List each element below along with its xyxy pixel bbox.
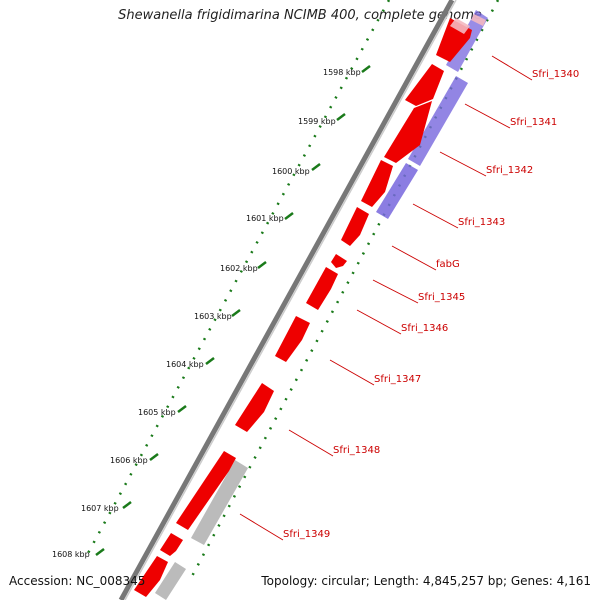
genome-backbone-highlight bbox=[124, 0, 457, 600]
kbp-tick-label: 1598 kbp bbox=[323, 68, 361, 77]
gene-arrow bbox=[331, 254, 347, 268]
gene-arrow bbox=[361, 160, 393, 207]
gene-arrow bbox=[306, 267, 338, 310]
blast-hit-block bbox=[471, 14, 486, 26]
label-leader-line bbox=[412, 203, 459, 229]
gene-label[interactable]: Sfri_1341 bbox=[510, 117, 557, 128]
kbp-tick-label: 1599 kbp bbox=[298, 117, 336, 126]
gene-arrow bbox=[275, 316, 310, 362]
gene-label[interactable]: Sfri_1349 bbox=[283, 529, 330, 540]
blast-hit-block bbox=[376, 163, 418, 219]
kbp-tick-label: 1601 kbp bbox=[246, 214, 284, 223]
gene-arrow bbox=[160, 533, 183, 556]
blast-hit-track bbox=[155, 10, 488, 600]
gene-labels: Sfri_1340 Sfri_1341 Sfri_1342 Sfri_1343 fabG… bbox=[283, 69, 579, 540]
other-hit-block bbox=[191, 460, 248, 545]
label-leader-line bbox=[372, 279, 419, 304]
gene-label[interactable]: fabG bbox=[436, 259, 460, 270]
label-leader-line bbox=[391, 245, 437, 271]
kbp-tick-labels: 1598 kbp 1599 kbp 1600 kbp 1601 kbp 1602 kbp… bbox=[52, 68, 361, 559]
gene-arrow bbox=[176, 451, 236, 530]
gene-label[interactable]: Sfri_1340 bbox=[532, 69, 579, 80]
kbp-tick bbox=[336, 113, 346, 121]
gene-label[interactable]: Sfri_1347 bbox=[374, 374, 421, 385]
label-leader-line bbox=[329, 359, 375, 386]
gene-arrow bbox=[405, 64, 444, 106]
gene-label[interactable]: Sfri_1342 bbox=[486, 165, 533, 176]
kbp-tick bbox=[149, 453, 159, 461]
kbp-tick-label: 1603 kbp bbox=[194, 312, 232, 321]
label-leader-line bbox=[288, 429, 334, 457]
kbp-tick bbox=[177, 405, 187, 413]
kbp-tick-label: 1607 kbp bbox=[81, 504, 119, 513]
kbp-tick bbox=[361, 65, 371, 73]
kbp-tick bbox=[311, 163, 321, 171]
gene-label[interactable]: Sfri_1348 bbox=[333, 445, 380, 456]
other-hit-block bbox=[155, 562, 186, 600]
gene-arrow bbox=[384, 101, 432, 163]
kbp-tick-label: 1605 kbp bbox=[138, 408, 176, 417]
kbp-tick-label: 1604 kbp bbox=[166, 360, 204, 369]
label-leader-line bbox=[439, 151, 487, 177]
genome-backbone bbox=[118, 0, 455, 600]
gene-arrow-highlight bbox=[450, 18, 470, 34]
kbp-tick bbox=[95, 548, 105, 556]
accession-text: Accession: NC_008345 bbox=[9, 574, 146, 588]
genome-summary-text: Topology: circular; Length: 4,845,257 bp… bbox=[261, 574, 591, 588]
gene-arrow bbox=[134, 556, 168, 597]
label-leader-line bbox=[464, 103, 511, 129]
kbp-tick-marks bbox=[95, 65, 371, 556]
gene-arrow bbox=[235, 383, 274, 432]
label-leader-line bbox=[356, 309, 402, 335]
kbp-tick-label: 1602 kbp bbox=[220, 264, 258, 273]
gene-arrow bbox=[341, 207, 369, 246]
gene-label[interactable]: Sfri_1343 bbox=[458, 217, 505, 228]
map-title: Shewanella frigidimarina NCIMB 400, comp… bbox=[118, 8, 482, 23]
kbp-tick-label: 1606 kbp bbox=[110, 456, 148, 465]
gene-label-leaders bbox=[239, 55, 533, 541]
label-leader-line bbox=[239, 513, 284, 541]
kbp-tick-label: 1608 kbp bbox=[52, 550, 90, 559]
kbp-tick-label: 1600 kbp bbox=[272, 167, 310, 176]
gene-track bbox=[134, 18, 472, 597]
label-leader-line bbox=[491, 55, 533, 81]
gene-label[interactable]: Sfri_1346 bbox=[401, 323, 448, 334]
kbp-tick bbox=[231, 309, 241, 317]
kbp-tick bbox=[205, 357, 215, 365]
gene-label[interactable]: Sfri_1345 bbox=[418, 292, 465, 303]
blast-hit-block bbox=[408, 76, 468, 166]
kbp-tick bbox=[257, 261, 267, 269]
kbp-tick bbox=[284, 212, 294, 220]
kbp-tick bbox=[122, 501, 132, 509]
